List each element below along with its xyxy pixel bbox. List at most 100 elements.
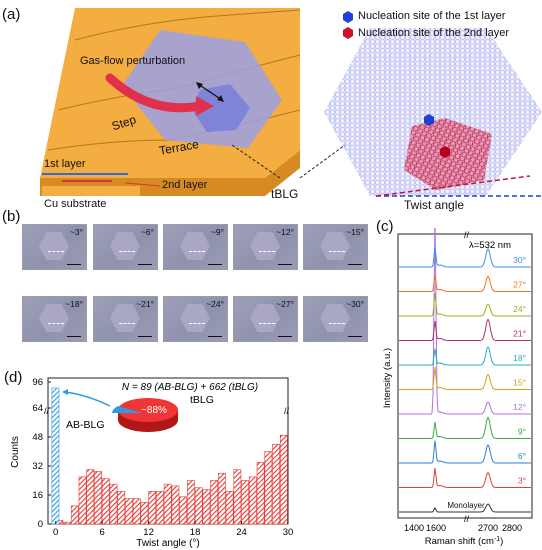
histogram-xtick-label: 12 <box>143 527 154 538</box>
angle-label: ~27° <box>276 299 294 309</box>
step-line-1 <box>74 9 301 41</box>
scale-bar <box>348 335 362 337</box>
raman-axis-break-bottom: // <box>464 514 470 524</box>
histogram-bar-tblg <box>272 443 280 525</box>
raman-spectrum-line <box>399 503 531 513</box>
twist-angle-histogram: 0 16 32 48 64 96 0 6 12 18 24 30 Twist angle (°) C… <box>10 377 294 549</box>
histogram-xlabel: Twist angle (°) <box>136 538 199 549</box>
pie-slice-tblg <box>118 398 178 422</box>
histogram-bar-tblg <box>156 491 164 525</box>
histogram-bar-tblg <box>163 483 172 525</box>
histogram-bar-tblg <box>117 491 126 525</box>
legend-icon-layer1 <box>343 11 353 23</box>
twist-line-red <box>375 175 531 197</box>
nucleation-site-2 <box>440 146 450 158</box>
scale-bar <box>348 263 362 265</box>
optical-image-thumbnail: ~27° <box>233 296 298 342</box>
gas-flow-label: Gas-flow perturbation <box>80 55 186 67</box>
histogram-ytick-label: 16 <box>32 490 43 501</box>
raman-annotation: λ=532 nm <box>469 240 511 251</box>
twist-angle-label: Twist angle <box>404 198 465 212</box>
histogram-bar-tblg <box>248 476 257 525</box>
histogram-bar-tblg <box>132 498 141 525</box>
histogram-annotation: N = 89 (AB-BLG) + 662 (tBLG) <box>122 382 258 393</box>
histogram-bar-tblg <box>171 485 180 525</box>
angle-label: ~30° <box>346 299 364 309</box>
angle-label: ~21° <box>136 299 154 309</box>
optical-image-thumbnail: ~12° <box>233 224 298 270</box>
raman-series-label: 3° <box>518 476 526 486</box>
histogram-ytick-label: 96 <box>32 377 43 388</box>
raman-spectrum-line <box>399 228 531 415</box>
raman-spectrum-line <box>399 468 531 488</box>
angle-label: ~3° <box>69 227 83 237</box>
raman-frame <box>397 233 533 519</box>
raman-xtick-1600: 1600 <box>426 523 446 533</box>
layer1-label: 1st layer <box>44 158 86 170</box>
scale-bar <box>67 263 81 265</box>
optical-image-thumbnail: ~15° <box>303 224 368 270</box>
histogram-bar-tblg <box>241 480 249 525</box>
pie-label-tblg: tBLG <box>190 394 214 406</box>
histogram-bar-tblg <box>225 491 234 525</box>
histogram-xtick-label: 30 <box>283 527 294 538</box>
pie-label-ab-blg: AB-BLG <box>66 419 105 431</box>
raman-spectrum-line <box>399 416 531 439</box>
panel-label-b: (b) <box>2 208 21 225</box>
raman-series-label: 12° <box>513 402 526 412</box>
raman-series-label: 30° <box>513 255 526 265</box>
optical-image-thumbnail: ~18° <box>22 296 87 342</box>
histogram-bar-tblg <box>94 471 102 525</box>
scale-bar <box>208 263 222 265</box>
raman-series-label: Monolayer <box>447 501 485 510</box>
optical-image-thumbnail: ~30° <box>303 296 368 342</box>
raman-spectra-chart: // // Monolayer 3° 6° 9° 12° 15° 18° 21° 24° 27° 3… <box>382 228 533 547</box>
optical-image-thumbnail: ~6° <box>93 224 158 270</box>
angle-label: ~24° <box>206 299 224 309</box>
raman-spectrum-line <box>399 275 531 292</box>
histogram-bar-tblg <box>109 483 118 525</box>
raman-spectrum-line <box>399 318 531 341</box>
histogram-bar-tblg <box>264 451 273 525</box>
raman-xtick-2800: 2800 <box>502 523 522 533</box>
cu-substrate-block <box>42 186 140 196</box>
histogram-bar-tblg <box>63 521 71 525</box>
legend-text-layer1: Nucleation site of the 1st layer <box>358 10 506 22</box>
histogram-bar-tblg <box>140 501 149 525</box>
raman-series-label: 21° <box>513 329 526 339</box>
angle-label: ~18° <box>65 299 83 309</box>
histogram-bar-tblg <box>279 434 288 525</box>
tblg-label: tBLG <box>271 187 299 201</box>
histogram-axis-break-right: // <box>284 406 290 416</box>
raman-xtick-2700: 2700 <box>478 523 498 533</box>
scale-bar <box>138 263 152 265</box>
scale-bar <box>138 335 152 337</box>
angle-label: ~12° <box>276 227 294 237</box>
panel-label-d: (d) <box>4 369 23 386</box>
histogram-ytick-label: 64 <box>32 403 43 414</box>
histogram-bar-tblg <box>78 476 87 525</box>
histogram-axis-break-left: // <box>44 406 50 416</box>
gas-flow-arrowhead <box>196 96 214 116</box>
double-arrow <box>197 83 223 101</box>
raman-series-label: 24° <box>513 304 526 314</box>
histogram-bar-tblg <box>86 469 95 525</box>
pie-slice-ab-blg <box>112 406 142 413</box>
raman-spectrum-line <box>399 293 531 317</box>
substrate-label: Cu substrate <box>44 198 107 210</box>
histogram-bar-tblg <box>202 489 211 525</box>
panel-label-c: (c) <box>376 218 394 235</box>
pie-arrowhead <box>62 389 68 395</box>
histogram-bar-tblg <box>101 478 110 525</box>
histogram-xtick-label: 0 <box>53 527 58 538</box>
raman-series-label: 6° <box>518 451 526 461</box>
raman-ylabel: Intensity (a.u.) <box>382 348 393 408</box>
histogram-bar-tblg <box>218 472 226 525</box>
double-arrow-head-1 <box>196 82 203 89</box>
histogram-ytick-label: 32 <box>32 461 43 472</box>
scale-bar <box>208 335 222 337</box>
legend-icon-layer2 <box>343 27 353 39</box>
optical-image-thumbnail: ~21° <box>93 296 158 342</box>
histogram-bar-tblg <box>194 487 203 525</box>
histogram-ylabel: Counts <box>10 436 21 468</box>
